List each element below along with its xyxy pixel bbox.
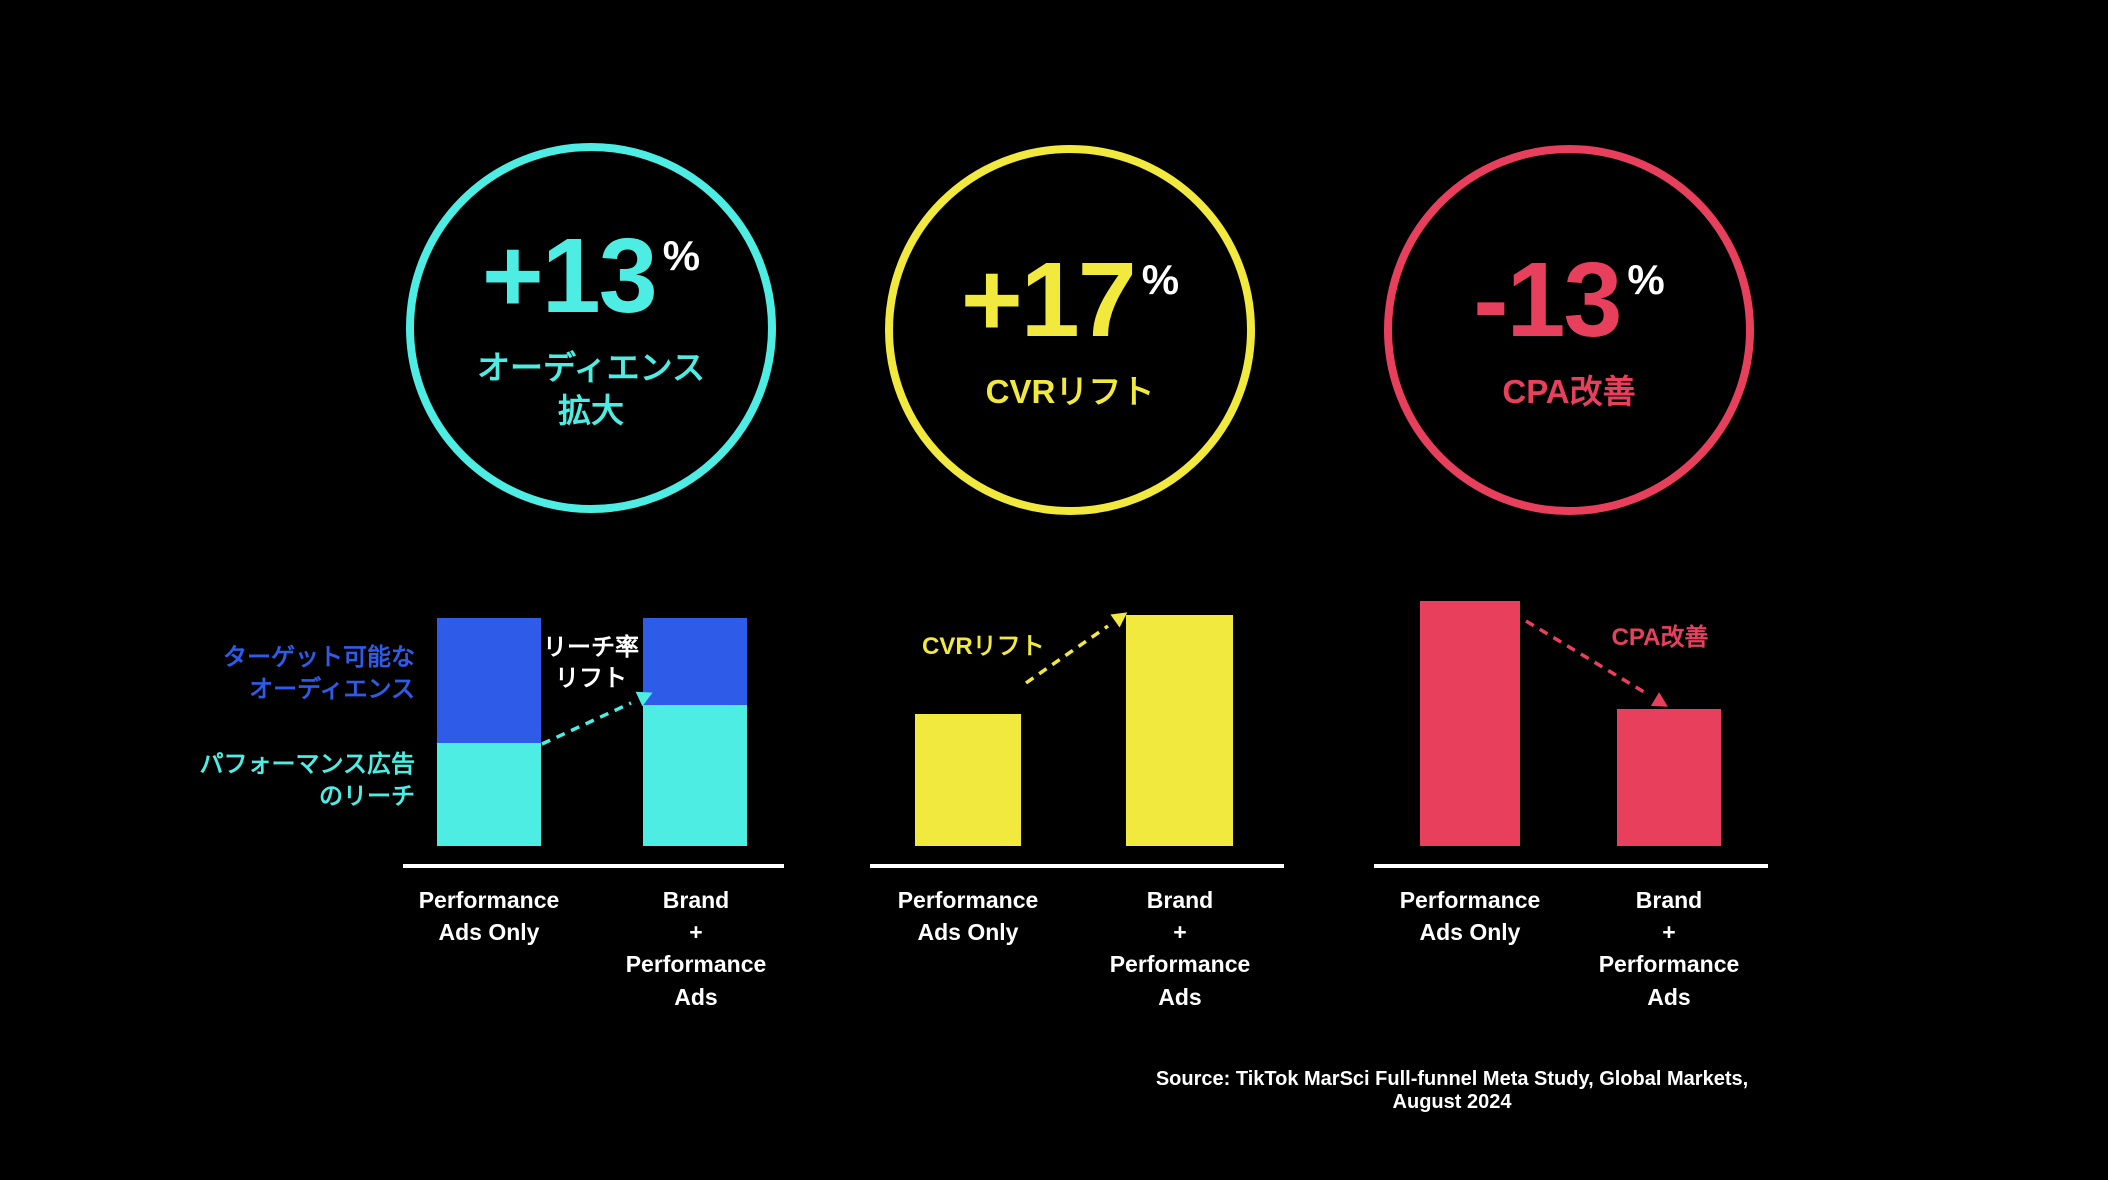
cpa-bar-performance-only: [1420, 601, 1520, 846]
cpa-bar-brand-performance: [1617, 708, 1721, 846]
category-label-brand-performance: Brand + Performance Ads: [1109, 887, 1251, 1010]
category-label-brand-performance: Brand + Performance Ads: [1598, 887, 1740, 1010]
category-label-performance-only: Performance Ads Only: [1399, 887, 1541, 946]
cpa-improvement-arrow-icon: [1525, 619, 1668, 707]
reach-lift-arrow-icon: [541, 691, 653, 746]
stat-value-row: +13 %: [482, 223, 700, 329]
stat-label-cpa: CPA改善: [1502, 372, 1636, 410]
legend-targetable-audience: ターゲット可能な オーディエンス: [223, 644, 415, 704]
stat-circle-audience: +13 % オーディエンス 拡大: [406, 143, 776, 513]
cvr-chart-plot: [870, 615, 1284, 846]
category-label-performance-only: Performance Ads Only: [897, 887, 1039, 946]
reach-chart-plot: [403, 618, 784, 846]
category-label-brand-performance: Brand + Performance Ads: [625, 887, 767, 1010]
reach-chart-axis: [403, 864, 784, 868]
stat-circle-cpa: -13 % CPA改善: [1384, 145, 1754, 515]
stat-value-audience: +13: [481, 217, 658, 336]
reach-lift-annotation: リーチ率 リフト: [543, 634, 639, 693]
source-citation: Source: TikTok MarSci Full-funnel Meta S…: [1155, 1068, 1749, 1113]
cvr-lift-arrow-icon: [1025, 612, 1128, 685]
legend-performance-reach: パフォーマンス広告 のリーチ: [199, 751, 415, 811]
bar-segment-targetable-audience: [643, 618, 747, 705]
stat-unit-percent: %: [662, 232, 701, 280]
stat-unit-percent: %: [1141, 255, 1180, 303]
bar-segment-performance-reach: [643, 704, 747, 846]
cvr-chart-axis: [870, 864, 1284, 868]
stat-value-cpa: -13: [1473, 240, 1622, 359]
cpa-improvement-annotation: CPA改善: [1611, 624, 1709, 651]
stat-label-cvr: CVRリフト: [985, 372, 1155, 410]
stat-label-audience: オーディエンス 拡大: [476, 349, 706, 429]
cvr-bar-performance-only: [915, 714, 1021, 846]
stat-unit-percent: %: [1627, 255, 1665, 303]
bar-segment-targetable-audience: [437, 618, 541, 744]
cpa-chart-plot: [1374, 601, 1768, 846]
cpa-chart-axis: [1374, 864, 1768, 868]
cvr-bar-brand-performance: [1126, 615, 1233, 846]
stat-value-row: +17 %: [961, 247, 1179, 353]
bar-segment-performance-reach: [437, 743, 541, 846]
cvr-lift-annotation: CVRリフト: [922, 633, 1045, 660]
stat-value-row: -13 %: [1473, 247, 1665, 353]
reach-bar-performance-only: [437, 618, 541, 846]
reach-bar-brand-performance: [643, 618, 747, 846]
stat-value-cvr: +17: [960, 240, 1137, 359]
category-label-performance-only: Performance Ads Only: [418, 887, 560, 946]
stat-circle-cvr: +17 % CVRリフト: [885, 145, 1255, 515]
